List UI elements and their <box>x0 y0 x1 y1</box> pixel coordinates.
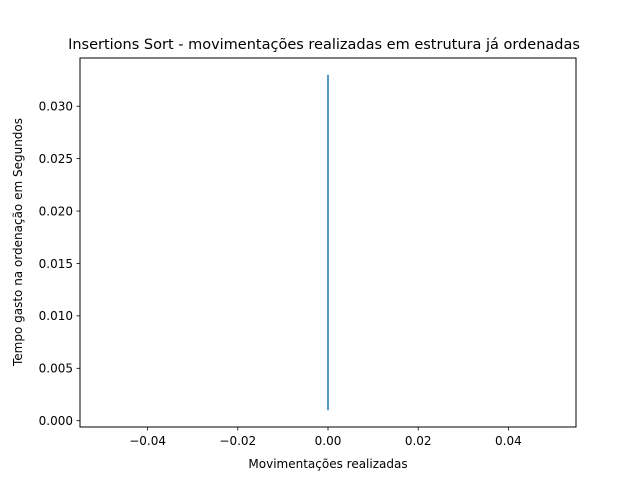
x-tick-label: −0.02 <box>219 434 256 448</box>
x-tick-label: 0.00 <box>315 434 342 448</box>
plot-frame <box>79 57 577 428</box>
y-tick-label: 0.020 <box>39 204 73 218</box>
y-tick-label: 0.010 <box>39 309 73 323</box>
y-axis-label: Tempo gasto na ordenação em Segundos <box>11 118 25 367</box>
y-tick-label: 0.015 <box>39 257 73 271</box>
y-tick-label: 0.000 <box>39 414 73 428</box>
y-axis-ticks: 0.000 0.005 0.010 0.015 0.020 0.025 0.030 <box>39 100 80 428</box>
y-tick-label: 0.030 <box>39 100 73 114</box>
x-axis-ticks: −0.04 −0.02 0.00 0.02 0.04 <box>129 427 522 448</box>
x-tick-label: 0.02 <box>405 434 432 448</box>
x-tick-label: −0.04 <box>129 434 166 448</box>
x-tick-label: 0.04 <box>495 434 522 448</box>
chart-title: Insertions Sort - movimentações realizad… <box>68 37 580 53</box>
x-axis-label: Movimentações realizadas <box>248 457 407 471</box>
y-tick-label: 0.025 <box>39 152 73 166</box>
y-tick-label: 0.005 <box>39 362 73 376</box>
